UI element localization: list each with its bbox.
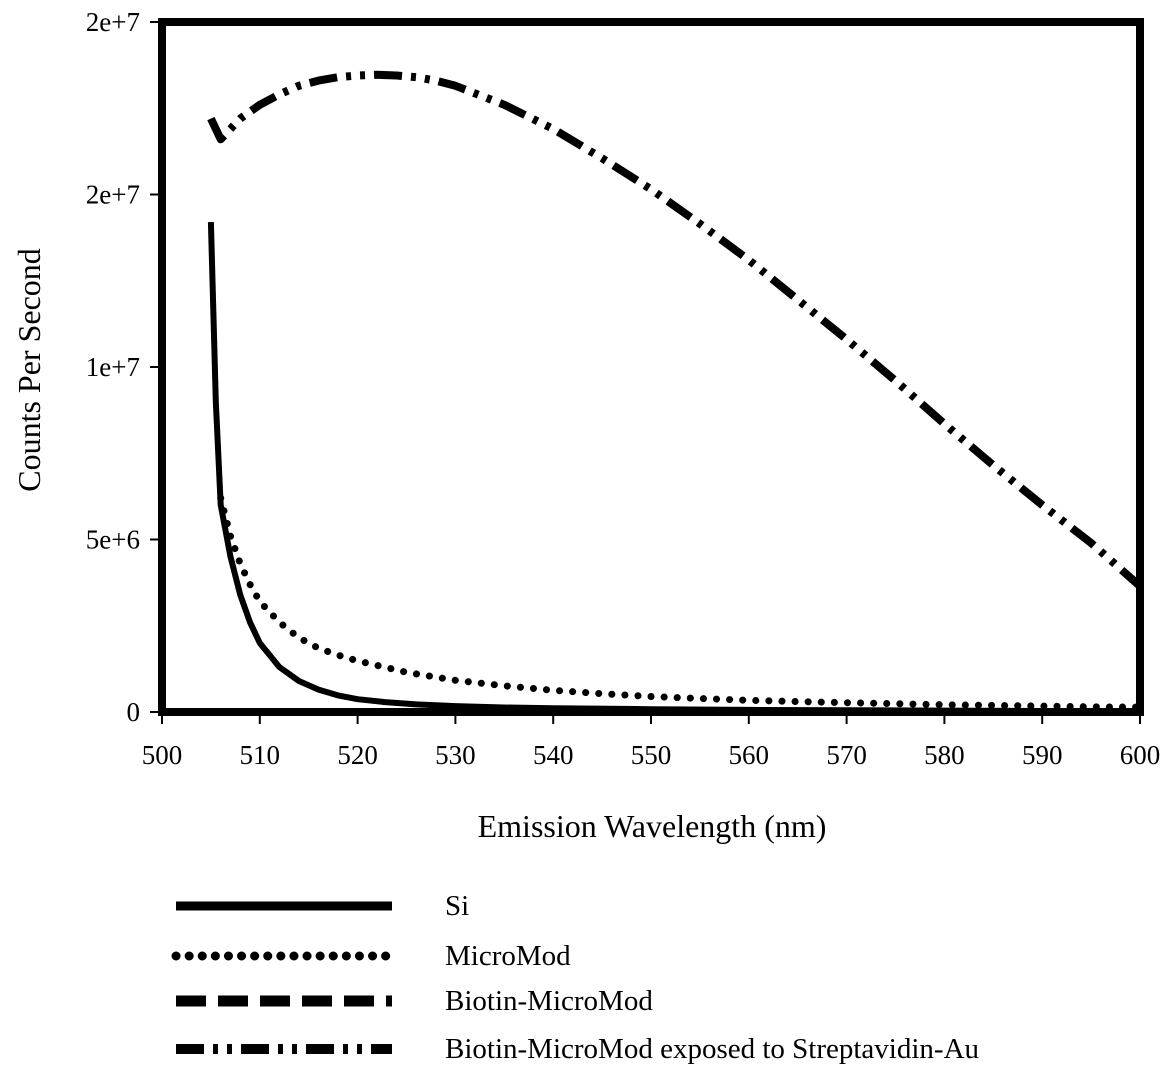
legend-label-0: Si [445, 890, 469, 922]
x-tick-label: 570 [826, 740, 867, 770]
series-lines [207, 70, 1144, 715]
legend-label-2: Biotin-MicroMod [445, 985, 653, 1017]
plot-border [158, 18, 1144, 716]
series-line-0 [207, 222, 1141, 715]
y-tick-label: 1e+7 [86, 352, 140, 382]
x-tick-label: 540 [533, 740, 574, 770]
legend-label-1: MicroMod [445, 940, 571, 972]
y-tick-label: 0 [127, 697, 141, 727]
axis-ticks: 500 510 520 530 540 550 560 570 580 590 600 0 5e+6 1e… [86, 7, 1160, 770]
x-tick-label: 520 [337, 740, 378, 770]
x-tick-label: 530 [435, 740, 476, 770]
x-tick-label: 510 [240, 740, 281, 770]
y-tick-label: 2e+7 [86, 180, 140, 210]
x-tick-label: 590 [1022, 740, 1063, 770]
x-tick-label: 500 [142, 740, 183, 770]
y-tick-label: 2e+7 [86, 7, 140, 37]
series-line-3 [207, 70, 1143, 590]
x-tick-label: 600 [1120, 740, 1161, 770]
legend: Si MicroMod Biotin-MicroMod Biotin-MicroMod… [171, 890, 979, 1065]
y-axis-label: Counts Per Second [11, 248, 47, 492]
legend-label-3: Biotin-MicroMod exposed to Streptavidin-… [445, 1033, 979, 1065]
x-tick-label: 580 [924, 740, 965, 770]
series-line-1 [217, 494, 1144, 711]
y-tick-label: 5e+6 [86, 525, 140, 555]
x-tick-label: 560 [729, 740, 770, 770]
x-axis-label: Emission Wavelength (nm) [478, 808, 827, 844]
x-tick-label: 550 [631, 740, 672, 770]
plot-frame [158, 18, 1144, 716]
